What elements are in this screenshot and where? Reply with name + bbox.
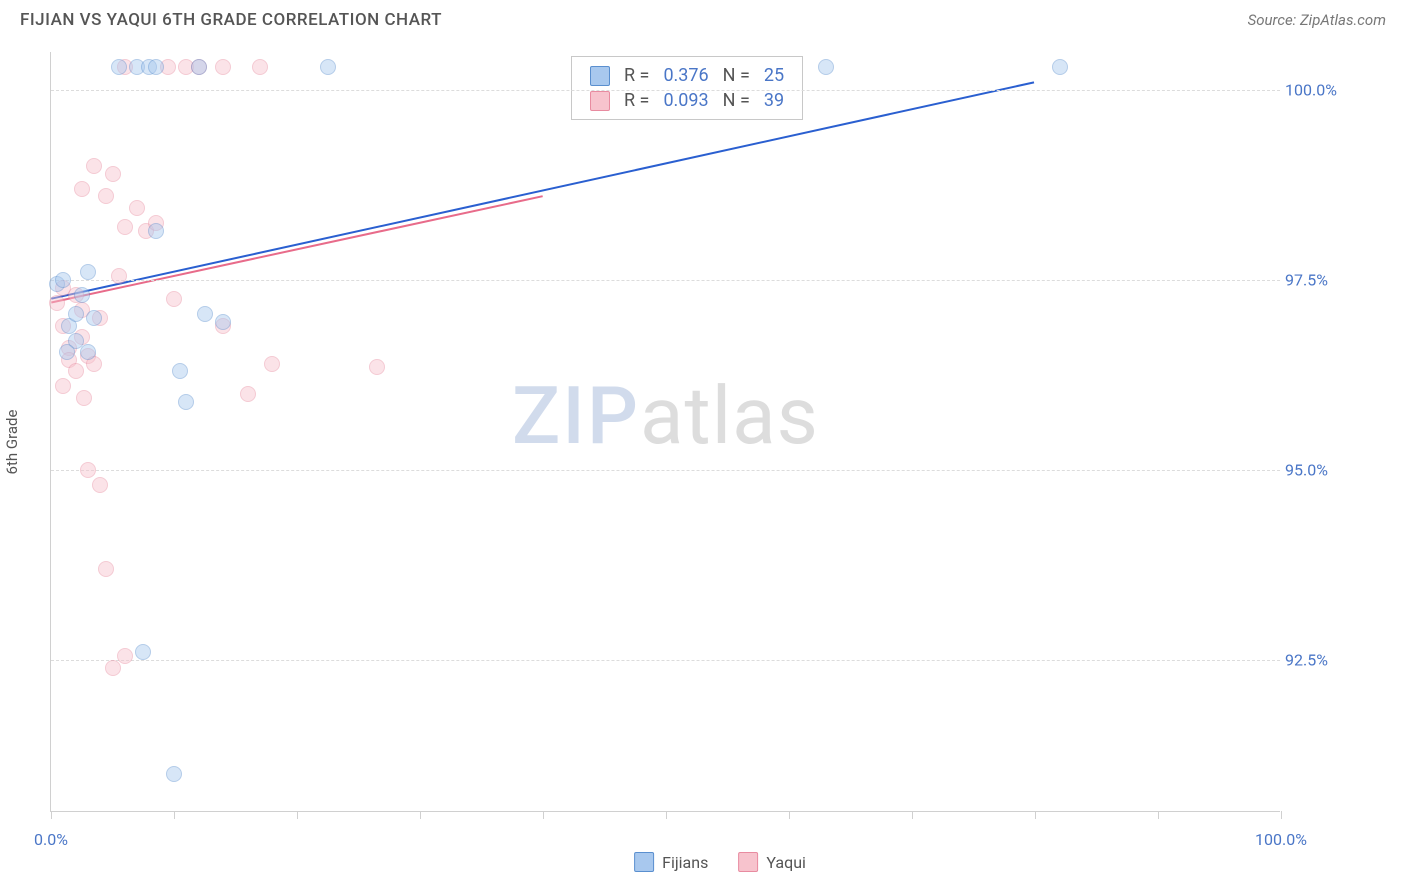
- scatter-point: [148, 59, 164, 75]
- scatter-point: [166, 291, 182, 307]
- scatter-point: [49, 295, 65, 311]
- scatter-point: [76, 390, 92, 406]
- scatter-point: [215, 59, 231, 75]
- y-axis-label: 6th Grade: [3, 410, 21, 475]
- legend-label: Fijians: [662, 853, 708, 872]
- trend-line: [51, 196, 542, 302]
- x-tick: [912, 811, 913, 819]
- x-tick: [420, 811, 421, 819]
- legend-swatch: [634, 852, 654, 872]
- x-tick: [1158, 811, 1159, 819]
- gridline: [51, 470, 1280, 471]
- watermark-part1: ZIP: [512, 369, 640, 463]
- stat-n-label: N =: [723, 90, 750, 111]
- scatter-point: [215, 314, 231, 330]
- scatter-point: [117, 219, 133, 235]
- legend-swatch: [738, 852, 758, 872]
- x-tick-label: 0.0%: [34, 830, 68, 849]
- x-tick: [1035, 811, 1036, 819]
- scatter-point: [55, 272, 71, 288]
- stats-row: R = 0.376 N = 25: [590, 63, 784, 88]
- scatter-point: [98, 561, 114, 577]
- y-tick-label: 92.5%: [1285, 651, 1385, 670]
- scatter-point: [240, 386, 256, 402]
- chart-legend: Fijians Yaqui: [634, 852, 806, 872]
- scatter-point: [68, 363, 84, 379]
- chart-title: FIJIAN VS YAQUI 6TH GRADE CORRELATION CH…: [20, 10, 442, 30]
- stat-r-value: 0.093: [663, 90, 708, 111]
- scatter-point: [117, 648, 133, 664]
- scatter-point: [111, 59, 127, 75]
- x-tick: [1281, 811, 1282, 819]
- scatter-point: [68, 306, 84, 322]
- scatter-point: [129, 200, 145, 216]
- scatter-point: [135, 644, 151, 660]
- x-tick: [174, 811, 175, 819]
- scatter-point: [369, 359, 385, 375]
- chart-source: Source: ZipAtlas.com: [1248, 11, 1386, 29]
- chart-header: FIJIAN VS YAQUI 6TH GRADE CORRELATION CH…: [0, 0, 1406, 38]
- y-tick-label: 95.0%: [1285, 461, 1385, 480]
- x-tick: [666, 811, 667, 819]
- legend-label: Yaqui: [766, 853, 806, 872]
- scatter-point: [92, 477, 108, 493]
- scatter-point: [105, 166, 121, 182]
- x-tick: [51, 811, 52, 819]
- stat-n-value: 39: [764, 90, 784, 111]
- y-tick-label: 97.5%: [1285, 271, 1385, 290]
- x-tick: [543, 811, 544, 819]
- watermark-part2: atlas: [640, 369, 819, 463]
- scatter-point: [818, 59, 834, 75]
- scatter-point: [59, 344, 75, 360]
- gridline: [51, 90, 1280, 91]
- y-tick-label: 100.0%: [1285, 81, 1385, 100]
- scatter-point: [86, 310, 102, 326]
- scatter-point: [74, 181, 90, 197]
- scatter-point: [86, 158, 102, 174]
- gridline: [51, 280, 1280, 281]
- x-tick: [789, 811, 790, 819]
- correlation-stats-box: R = 0.376 N = 25 R = 0.093 N = 39: [571, 56, 803, 120]
- legend-swatch: [590, 66, 610, 86]
- scatter-point: [98, 188, 114, 204]
- scatter-point: [74, 287, 90, 303]
- stat-r-label: R =: [624, 65, 649, 86]
- scatter-point: [80, 264, 96, 280]
- trend-line: [51, 82, 1034, 298]
- scatter-point: [80, 344, 96, 360]
- stat-n-value: 25: [764, 65, 784, 86]
- scatter-point: [178, 394, 194, 410]
- plot-area: ZIPatlas R =0.376N =25R =0.093N =39 92.5…: [50, 52, 1280, 812]
- scatter-point: [80, 462, 96, 478]
- stat-r-label: R =: [624, 90, 649, 111]
- scatter-point: [105, 660, 121, 676]
- stat-r-value: 0.376: [663, 65, 708, 86]
- scatter-point: [172, 363, 188, 379]
- gridline: [51, 660, 1280, 661]
- plot-wrapper: 6th Grade ZIPatlas R =0.376N =25R =0.093…: [50, 52, 1390, 832]
- watermark: ZIPatlas: [512, 369, 819, 463]
- scatter-point: [197, 306, 213, 322]
- scatter-point: [191, 59, 207, 75]
- scatter-point: [111, 268, 127, 284]
- scatter-point: [264, 356, 280, 372]
- scatter-point: [252, 59, 268, 75]
- scatter-point: [55, 378, 71, 394]
- legend-item: Fijians: [634, 852, 708, 872]
- scatter-point: [166, 766, 182, 782]
- trend-lines-svg: [51, 52, 1280, 811]
- stats-row: R = 0.093 N = 39: [590, 88, 784, 113]
- legend-item: Yaqui: [738, 852, 806, 872]
- x-tick: [297, 811, 298, 819]
- scatter-point: [148, 223, 164, 239]
- legend-swatch: [590, 91, 610, 111]
- scatter-point: [1052, 59, 1068, 75]
- scatter-point: [320, 59, 336, 75]
- x-tick-label: 100.0%: [1255, 830, 1307, 849]
- stat-n-label: N =: [723, 65, 750, 86]
